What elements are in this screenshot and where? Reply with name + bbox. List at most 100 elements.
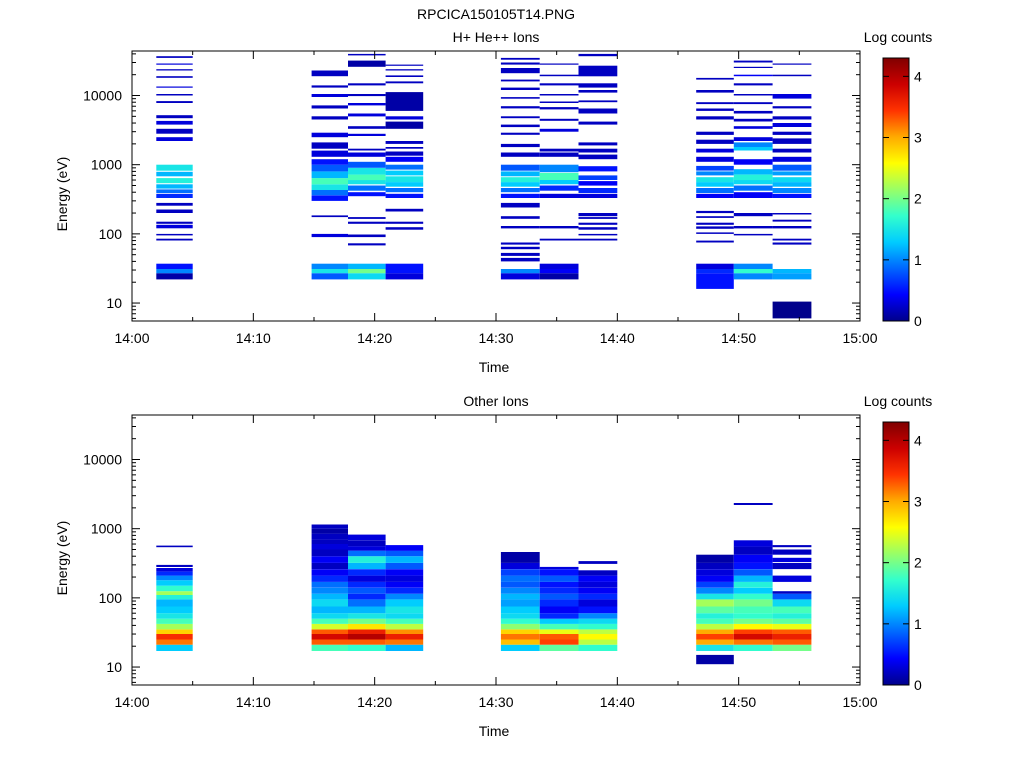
panel-title: Other Ions bbox=[463, 393, 528, 409]
colorbar-tick-label: 4 bbox=[914, 68, 922, 84]
heatmap-cell bbox=[311, 613, 348, 619]
heatmap-cell bbox=[385, 221, 424, 224]
heatmap-cell bbox=[578, 570, 618, 576]
heatmap-cell bbox=[772, 606, 812, 614]
heatmap-cell bbox=[385, 618, 424, 624]
heatmap-cell bbox=[348, 221, 386, 224]
heatmap-cell bbox=[156, 193, 193, 198]
heatmap-cell bbox=[385, 116, 424, 120]
heatmap-cell bbox=[578, 233, 618, 236]
heatmap-cell bbox=[696, 240, 734, 243]
x-tick-label: 15:00 bbox=[842, 694, 877, 710]
heatmap-cell bbox=[348, 161, 386, 168]
heatmap-cell bbox=[696, 587, 734, 594]
heatmap-cell bbox=[385, 599, 424, 607]
heatmap-cell bbox=[696, 193, 734, 198]
heatmap-cell bbox=[348, 60, 386, 67]
heatmap-cell bbox=[500, 62, 540, 65]
heatmap-cell bbox=[696, 623, 734, 630]
heatmap-cell bbox=[500, 634, 540, 640]
heatmap-cell bbox=[733, 60, 773, 63]
heatmap-cell bbox=[348, 593, 386, 600]
x-tick-label: 14:10 bbox=[236, 694, 271, 710]
heatmap-cell bbox=[348, 606, 386, 614]
heatmap-cell bbox=[733, 606, 773, 614]
heatmap-cell bbox=[311, 618, 348, 624]
heatmap-cell bbox=[539, 107, 579, 110]
heatmap-cell bbox=[696, 108, 734, 111]
heatmap-cell bbox=[772, 562, 812, 570]
heatmap-cell bbox=[156, 273, 193, 280]
heatmap-cell bbox=[696, 90, 734, 93]
heatmap-cell bbox=[156, 86, 193, 88]
heatmap-cell bbox=[348, 185, 386, 191]
heatmap-cell bbox=[311, 623, 348, 630]
heatmap-cell bbox=[311, 195, 348, 201]
heatmap-cell bbox=[696, 222, 734, 225]
heatmap-cell bbox=[385, 639, 424, 645]
heatmap-cell bbox=[539, 83, 579, 86]
heatmap-cell bbox=[500, 569, 540, 576]
heatmap-cell bbox=[539, 639, 579, 645]
x-tick-label: 14:30 bbox=[478, 694, 513, 710]
heatmap-cell bbox=[696, 188, 734, 193]
x-tick-label: 14:40 bbox=[600, 330, 635, 346]
heatmap-cell bbox=[156, 606, 193, 614]
heatmap-cell bbox=[500, 629, 540, 634]
heatmap-cell bbox=[539, 172, 579, 180]
heatmap-cell bbox=[772, 193, 812, 198]
heatmap-cell bbox=[311, 524, 348, 529]
heatmap-cell bbox=[733, 180, 773, 185]
heatmap-cell bbox=[156, 202, 193, 206]
heatmap-cell bbox=[156, 137, 193, 141]
heatmap-cell bbox=[500, 562, 540, 570]
heatmap-cell bbox=[733, 110, 773, 114]
heatmap-cell bbox=[539, 629, 579, 634]
heatmap-cell bbox=[311, 116, 348, 120]
x-tick-label: 14:30 bbox=[478, 330, 513, 346]
heatmap-cell bbox=[385, 263, 424, 269]
heatmap-cell bbox=[539, 566, 579, 570]
heatmap-cell bbox=[348, 613, 386, 619]
heatmap-cell bbox=[696, 182, 734, 187]
heatmap-cell bbox=[385, 644, 424, 651]
colorbar-tick-label: 4 bbox=[914, 432, 922, 448]
heatmap-cell bbox=[311, 575, 348, 582]
heatmap-cell bbox=[156, 613, 193, 619]
heatmap-cell bbox=[385, 550, 424, 557]
heatmap-cell bbox=[772, 575, 812, 582]
panel-title: H+ He++ Ions bbox=[453, 29, 540, 45]
heatmap-cell bbox=[348, 83, 386, 86]
heatmap-cell bbox=[772, 623, 812, 630]
heatmap-cell bbox=[500, 193, 540, 198]
heatmap-cell bbox=[578, 227, 618, 230]
heatmap-cell bbox=[500, 124, 540, 128]
heatmap-cell bbox=[348, 273, 386, 280]
heatmap-cell bbox=[311, 105, 348, 109]
heatmap-cell bbox=[578, 599, 618, 607]
heatmap-cell bbox=[500, 152, 540, 157]
heatmap-cell bbox=[156, 238, 193, 241]
heatmap-cell bbox=[500, 79, 540, 82]
heatmap-cell bbox=[539, 152, 579, 157]
heatmap-cell bbox=[578, 575, 618, 582]
heatmap-cell bbox=[733, 575, 773, 582]
heatmap-cell bbox=[696, 210, 734, 214]
heatmap-cell bbox=[772, 63, 812, 65]
heatmap-cell bbox=[500, 599, 540, 607]
heatmap-cell bbox=[311, 215, 348, 218]
heatmap-cell bbox=[772, 613, 812, 619]
heatmap-cell bbox=[578, 213, 618, 217]
heatmap-cell bbox=[733, 213, 773, 217]
heatmap-cell bbox=[156, 69, 193, 71]
heatmap-cell bbox=[696, 77, 734, 80]
heatmap-cell bbox=[311, 569, 348, 576]
heatmap-cell bbox=[156, 575, 193, 581]
y-axis-label: Energy (eV) bbox=[54, 521, 70, 596]
heatmap-cell bbox=[733, 562, 773, 570]
heatmap-cell bbox=[385, 121, 424, 129]
heatmap-cell bbox=[500, 202, 540, 208]
heatmap-cell bbox=[578, 629, 618, 634]
heatmap-cell bbox=[733, 644, 773, 651]
heatmap-cell bbox=[696, 569, 734, 576]
